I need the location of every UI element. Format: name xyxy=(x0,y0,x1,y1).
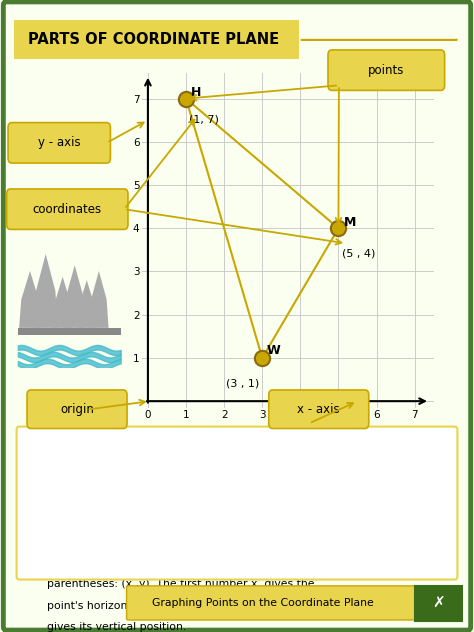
Polygon shape xyxy=(64,265,86,328)
Text: points: points xyxy=(368,64,404,76)
Text: Coordinates: Coordinates xyxy=(47,537,121,547)
Polygon shape xyxy=(53,277,72,328)
Text: parentheses: (x ,y). The first number x  gives the: parentheses: (x ,y). The first number x … xyxy=(47,580,315,589)
Text: •: • xyxy=(28,489,36,501)
Text: Origin: Origin xyxy=(47,489,84,499)
Text: x - axis: x - axis xyxy=(298,403,340,416)
Text: ✗: ✗ xyxy=(432,595,445,611)
Text: (3 , 1): (3 , 1) xyxy=(226,378,259,388)
Text: gives its vertical position.: gives its vertical position. xyxy=(47,622,187,632)
Text: point's horizontal position and the second number y: point's horizontal position and the seco… xyxy=(47,600,332,611)
Text: PARTS OF COORDINATE PLANE: PARTS OF COORDINATE PLANE xyxy=(28,32,280,47)
Text: are plotted on the cartesian plane. It has coordi: are plotted on the cartesian plane. It h… xyxy=(73,512,337,522)
Text: is the intersection of the two number lines. Its: is the intersection of the two number li… xyxy=(73,489,332,499)
Text: Points: Points xyxy=(47,512,86,522)
Text: coordinates: coordinates xyxy=(33,203,102,216)
Polygon shape xyxy=(89,271,109,328)
Text: M: M xyxy=(344,216,356,229)
Text: X - axis: X - axis xyxy=(47,437,92,447)
Text: cartesian/coordinate plane. It contains the x-values of: cartesian/coordinate plane. It contains … xyxy=(47,458,341,468)
Text: coordinates.: coordinates. xyxy=(47,533,115,543)
Text: Graphing Points on the Coordinate Plane: Graphing Points on the Coordinate Plane xyxy=(152,598,374,608)
Polygon shape xyxy=(78,280,96,328)
Text: (5 , 4): (5 , 4) xyxy=(342,248,375,258)
Text: It is given by a pair of numbers enclosed in: It is given by a pair of numbers enclose… xyxy=(47,558,283,568)
Text: •: • xyxy=(28,512,36,525)
Text: is the horizontal number line of the cartesian/co: is the horizontal number line of the car… xyxy=(82,437,347,447)
Text: H: H xyxy=(191,87,201,99)
Polygon shape xyxy=(19,271,41,328)
Text: is the vertical number line of the cartesian/coor: is the vertical number line of the carte… xyxy=(82,462,345,472)
Text: y - axis: y - axis xyxy=(38,137,81,149)
Text: coordinates are (0, 0).: coordinates are (0, 0). xyxy=(47,509,169,520)
Text: the coordinates.: the coordinates. xyxy=(47,480,136,490)
Text: •: • xyxy=(28,437,36,450)
Text: •: • xyxy=(28,462,36,475)
Bar xyxy=(18,328,120,335)
Text: (1, 7): (1, 7) xyxy=(189,114,219,125)
Text: the coordinates.: the coordinates. xyxy=(47,504,136,514)
Text: tell the location of a point in the plane. It is: tell the location of a point in the plan… xyxy=(94,537,337,547)
Polygon shape xyxy=(34,254,58,328)
Text: •: • xyxy=(28,537,36,550)
Text: W: W xyxy=(267,344,281,358)
Text: origin: origin xyxy=(60,403,94,416)
Text: cartesian/coordinate plane. It contains the y-values of: cartesian/coordinate plane. It contains … xyxy=(47,483,341,494)
Text: Y - axis: Y - axis xyxy=(47,462,91,472)
